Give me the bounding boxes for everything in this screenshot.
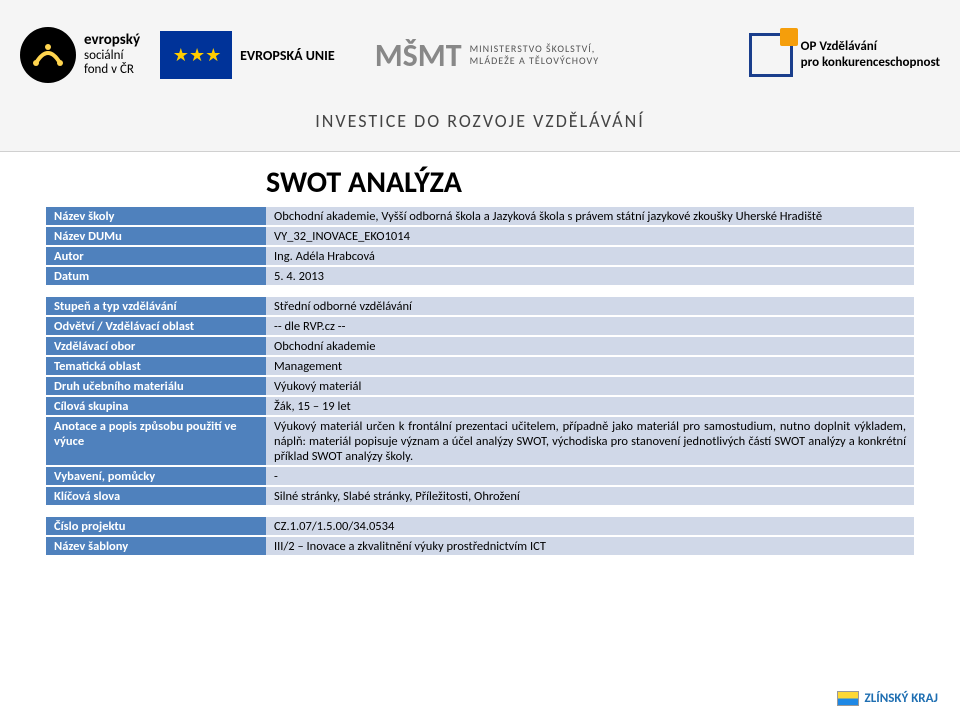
label-cilova: Cílová skupina [46,396,266,416]
value-cislo-projektu: CZ.1.07/1.5.00/34.0534 [266,516,914,536]
table-spacer [46,286,914,296]
row-odvetvi: Odvětví / Vzdělávací oblast -- dle RVP.c… [46,316,914,336]
value-stupen: Střední odborné vzdělávání [266,296,914,316]
banner-logos-row: evropský sociální fond v ČR ★ ★ ★ EVROPS… [20,10,940,100]
op-logo: OP Vzdělávání pro konkurenceschopnost [749,33,940,77]
value-autor: Ing. Adéla Hrabcová [266,246,914,266]
value-nazev-skoly: Obchodní akademie, Vyšší odborná škola a… [266,207,914,226]
esf-icon [20,27,76,83]
row-cilova: Cílová skupina Žák, 15 – 19 let [46,396,914,416]
row-klicova: Klíčová slova Silné stránky, Slabé strán… [46,486,914,506]
value-obor: Obchodní akademie [266,336,914,356]
msmt-logo: MŠMT MINISTERSTVO ŠKOLSTVÍ, MLÁDEŽE A TĚ… [375,36,599,75]
label-klicova: Klíčová slova [46,486,266,506]
value-nazev-sablony: III/2 – Inovace a zkvalitnění výuky pros… [266,536,914,556]
row-nazev-sablony: Název šablony III/2 – Inovace a zkvalitn… [46,536,914,556]
label-nazev-sablony: Název šablony [46,536,266,556]
row-anotace: Anotace a popis způsobu použití ve výuce… [46,416,914,466]
label-obor: Vzdělávací obor [46,336,266,356]
row-nazev-skoly: Název školy Obchodní akademie, Vyšší odb… [46,207,914,226]
row-obor: Vzdělávací obor Obchodní akademie [46,336,914,356]
value-cilova: Žák, 15 – 19 let [266,396,914,416]
document-content: SWOT ANALÝZA Název školy Obchodní akadem… [0,152,960,557]
footer-region: ZLÍNSKÝ KRAJ [837,691,938,706]
label-tematicka: Tematická oblast [46,356,266,376]
value-odvetvi: -- dle RVP.cz -- [266,316,914,336]
esf-line2: sociální [84,48,123,63]
label-nazev-dumu: Název DUMu [46,226,266,246]
row-vybaveni: Vybavení, pomůcky - [46,466,914,486]
row-datum: Datum 5. 4. 2013 [46,266,914,286]
value-klicova: Silné stránky, Slabé stránky, Příležitos… [266,486,914,506]
banner-investice: INVESTICE DO ROZVOJE VZDĚLÁVÁNÍ [20,110,940,132]
label-stupen: Stupeň a typ vzdělávání [46,296,266,316]
row-nazev-dumu: Název DUMu VY_32_INOVACE_EKO1014 [46,226,914,246]
label-autor: Autor [46,246,266,266]
msmt-mark-icon: MŠMT [375,36,462,75]
label-odvetvi: Odvětví / Vzdělávací oblast [46,316,266,336]
label-anotace: Anotace a popis způsobu použití ve výuce [46,416,266,466]
esf-logo: evropský sociální fond v ČR [20,27,140,83]
value-vybaveni: - [266,466,914,486]
esf-line1: evropský [84,31,140,49]
metadata-table: Název školy Obchodní akademie, Vyšší odb… [46,207,914,557]
row-tematicka: Tematická oblast Management [46,356,914,376]
op-mark-icon [749,33,793,77]
label-nazev-skoly: Název školy [46,207,266,226]
esf-text: evropský sociální fond v ČR [84,32,140,77]
value-datum: 5. 4. 2013 [266,266,914,286]
op-line2: pro konkurenceschopnost [801,55,940,70]
eu-flag-icon: ★ ★ ★ [160,31,232,79]
page-title: SWOT ANALÝZA [266,164,914,201]
value-druh: Výukový materiál [266,376,914,396]
region-name: ZLÍNSKÝ KRAJ [865,691,938,706]
value-tematicka: Management [266,356,914,376]
region-flag-icon [837,691,859,706]
row-druh: Druh učebního materiálu Výukový materiál [46,376,914,396]
msmt-line2: MLÁDEŽE A TĚLOVÝCHOVY [470,54,599,67]
funding-banner: evropský sociální fond v ČR ★ ★ ★ EVROPS… [0,0,960,152]
op-text: OP Vzdělávání pro konkurenceschopnost [801,39,940,70]
eu-logo: ★ ★ ★ EVROPSKÁ UNIE [160,31,335,79]
label-cislo-projektu: Číslo projektu [46,516,266,536]
msmt-text: MINISTERSTVO ŠKOLSTVÍ, MLÁDEŽE A TĚLOVÝC… [470,43,599,67]
row-cislo-projektu: Číslo projektu CZ.1.07/1.5.00/34.0534 [46,516,914,536]
label-datum: Datum [46,266,266,286]
esf-line3: fond v ČR [84,62,134,77]
eu-text: EVROPSKÁ UNIE [240,47,335,64]
row-stupen: Stupeň a typ vzdělávání Střední odborné … [46,296,914,316]
row-autor: Autor Ing. Adéla Hrabcová [46,246,914,266]
value-anotace: Výukový materiál určen k frontální preze… [266,416,914,466]
value-nazev-dumu: VY_32_INOVACE_EKO1014 [266,226,914,246]
op-line1: OP Vzdělávání [801,39,877,54]
table-spacer [46,506,914,516]
label-vybaveni: Vybavení, pomůcky [46,466,266,486]
label-druh: Druh učebního materiálu [46,376,266,396]
